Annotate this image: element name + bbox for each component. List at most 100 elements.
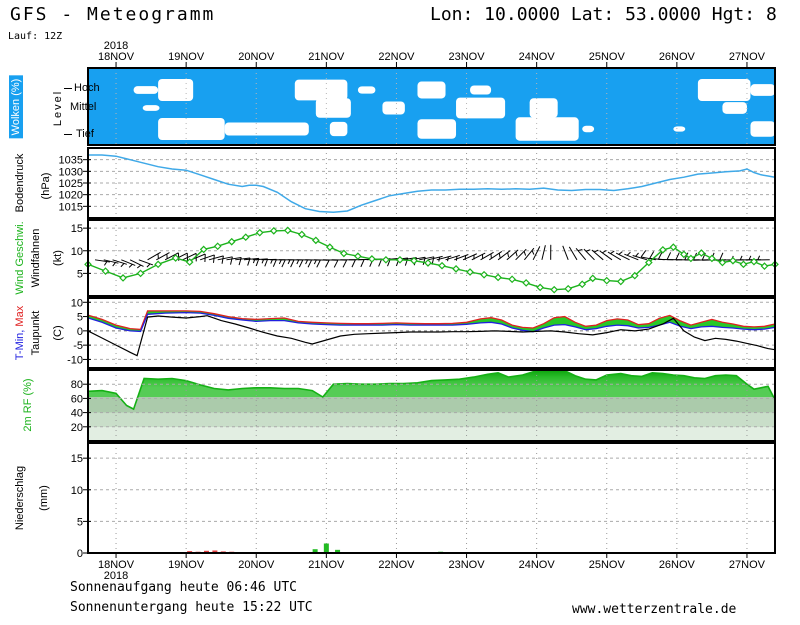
cloud-blob-mittel <box>142 105 160 111</box>
temp-panel-border <box>87 297 776 369</box>
temp-max-line <box>88 310 775 331</box>
date-axis-bottom: 18NOV 19NOV 20NOV 21NOV 22NOV 23NOV 24NOV 25NOV… <box>98 553 766 582</box>
rh-panel-border <box>87 369 776 442</box>
sunset-text: Sonnenuntergang heute 15:22 UTC <box>70 600 313 615</box>
precip-tick-label: 10 <box>71 485 83 497</box>
wind-tick-label: 5 <box>77 268 83 280</box>
temp-max-label: Max <box>14 305 26 327</box>
sunrise-text: Sonnenaufgang heute 06:46 UTC <box>70 580 297 595</box>
cloud-blob-tief <box>158 117 225 141</box>
temp-min-line <box>88 311 775 333</box>
humidity-axis-label: 2m RF (%) <box>22 378 34 432</box>
page-title: GFS - Meteogramm <box>10 4 216 25</box>
cloud-blob-tief <box>417 119 457 139</box>
rh-tick-label: 20 <box>71 422 83 434</box>
cloud-blob-hoch <box>158 78 194 102</box>
cloud-blob-hoch <box>417 81 446 99</box>
pressure-tick-label: 1025 <box>59 178 83 190</box>
date-label-top: 25NOV <box>589 51 626 63</box>
date-label-bottom: 24NOV <box>519 559 556 571</box>
precip-bars <box>187 543 694 553</box>
date-label-bottom: 18NOV <box>98 559 135 571</box>
date-label-bottom: 25NOV <box>589 559 626 571</box>
rh-tick-label: 80 <box>71 379 83 391</box>
rh-day-gridlines <box>115 370 748 441</box>
rh-tick-label: 60 <box>71 393 83 405</box>
cloud-blob-hoch <box>697 78 751 102</box>
temp-axis-label: T-Min, Max <box>14 306 26 360</box>
pressure-axis-label: Bodendruck <box>14 153 26 213</box>
rh-tick-label: 40 <box>71 408 83 420</box>
cloud-level-tief-label: Tief <box>76 128 94 140</box>
level-tick-tief <box>64 134 72 135</box>
pressure-line <box>88 154 775 213</box>
clouds-level-label: Level <box>52 89 64 127</box>
precip-bar-green <box>312 549 318 553</box>
date-label-top: 22NOV <box>378 51 415 63</box>
date-label-bottom: 21NOV <box>308 559 345 571</box>
temp-tick-label: -10 <box>67 354 83 366</box>
cloud-blob-tief <box>515 117 579 141</box>
cloud-blob-hoch <box>750 84 775 96</box>
date-label-top: 21NOV <box>308 51 345 63</box>
dewpoint-axis-label: Taupunkt <box>30 310 42 356</box>
pressure-panel-border <box>87 147 776 219</box>
wind-speed-line <box>88 229 775 291</box>
temp-min-label: T-Min, <box>14 329 26 361</box>
wind-tick-label: 15 <box>71 223 83 235</box>
precip-unit-label: (mm) <box>38 485 50 511</box>
temp-range-band <box>88 310 775 332</box>
wind-barbs-axis-label: Windfahnen <box>30 228 42 288</box>
cloud-blob-hoch <box>133 86 159 94</box>
pressure-tick-label: 1030 <box>59 166 83 178</box>
cloud-blob-mittel <box>382 101 405 115</box>
cloud-blob-tief <box>329 121 348 137</box>
precip-panel-border <box>87 442 776 554</box>
date-label-top: 18NOV <box>98 51 135 63</box>
pressure-unit-label: (hPa) <box>40 172 52 200</box>
date-label-top: 20NOV <box>238 51 275 63</box>
date-label-bottom: 22NOV <box>378 559 415 571</box>
year-label-top: 2018 <box>104 40 128 52</box>
website-credit-link[interactable]: www.wetterzentrale.de <box>572 602 737 617</box>
wind-tick-label: 10 <box>71 246 83 258</box>
precip-tick-label: 0 <box>77 548 83 560</box>
temp-tick-label: 5 <box>77 312 83 324</box>
date-label-bottom: 26NOV <box>659 559 696 571</box>
cloud-blob-mittel <box>529 98 558 118</box>
date-label-bottom: 19NOV <box>168 559 205 571</box>
dewpoint-line <box>88 315 775 357</box>
temp-day-gridlines <box>115 298 748 368</box>
date-label-top: 27NOV <box>729 51 766 63</box>
temp-tick-label: 0 <box>77 326 83 338</box>
pressure-tick-label: 1020 <box>59 190 83 202</box>
temp-tick-label: -5 <box>73 340 83 352</box>
cloud-blob-tief <box>582 125 595 133</box>
precip-bar-red <box>212 550 218 553</box>
precip-tick-label: 5 <box>77 516 83 528</box>
cloud-level-hoch-label: Hoch <box>74 82 100 94</box>
cloud-blob-mittel <box>456 97 506 119</box>
precip-bar-green <box>335 549 341 553</box>
clouds-axis-label: Wolken (%) <box>9 75 23 139</box>
cloud-blob-tief <box>673 126 686 132</box>
cloud-blob-hoch <box>294 79 348 101</box>
date-label-top: 23NOV <box>449 51 486 63</box>
date-label-top: 24NOV <box>519 51 556 63</box>
cloud-blob-mittel <box>722 102 747 114</box>
temp-unit-label: (C) <box>52 325 64 341</box>
location-readout: Lon: 10.0000 Lat: 53.0000 Hgt: 8 <box>430 4 777 25</box>
precip-day-gridlines <box>115 443 748 553</box>
wind-unit-label: (kt) <box>52 250 64 266</box>
cloud-blob-hoch <box>357 86 376 94</box>
date-label-bottom: 20NOV <box>238 559 275 571</box>
year-label-bottom: 2018 <box>104 570 128 582</box>
date-label-bottom: 27NOV <box>729 559 766 571</box>
precip-tick-label: 15 <box>71 453 83 465</box>
date-label-bottom: 23NOV <box>449 559 486 571</box>
date-label-top: 26NOV <box>659 51 696 63</box>
humidity-line <box>88 370 775 411</box>
date-axis-top: 18NOV 19NOV 20NOV 21NOV 22NOV 23NOV 24NOV 25NOV… <box>98 40 766 68</box>
precip-axis-label: Niederschlag <box>14 465 26 531</box>
